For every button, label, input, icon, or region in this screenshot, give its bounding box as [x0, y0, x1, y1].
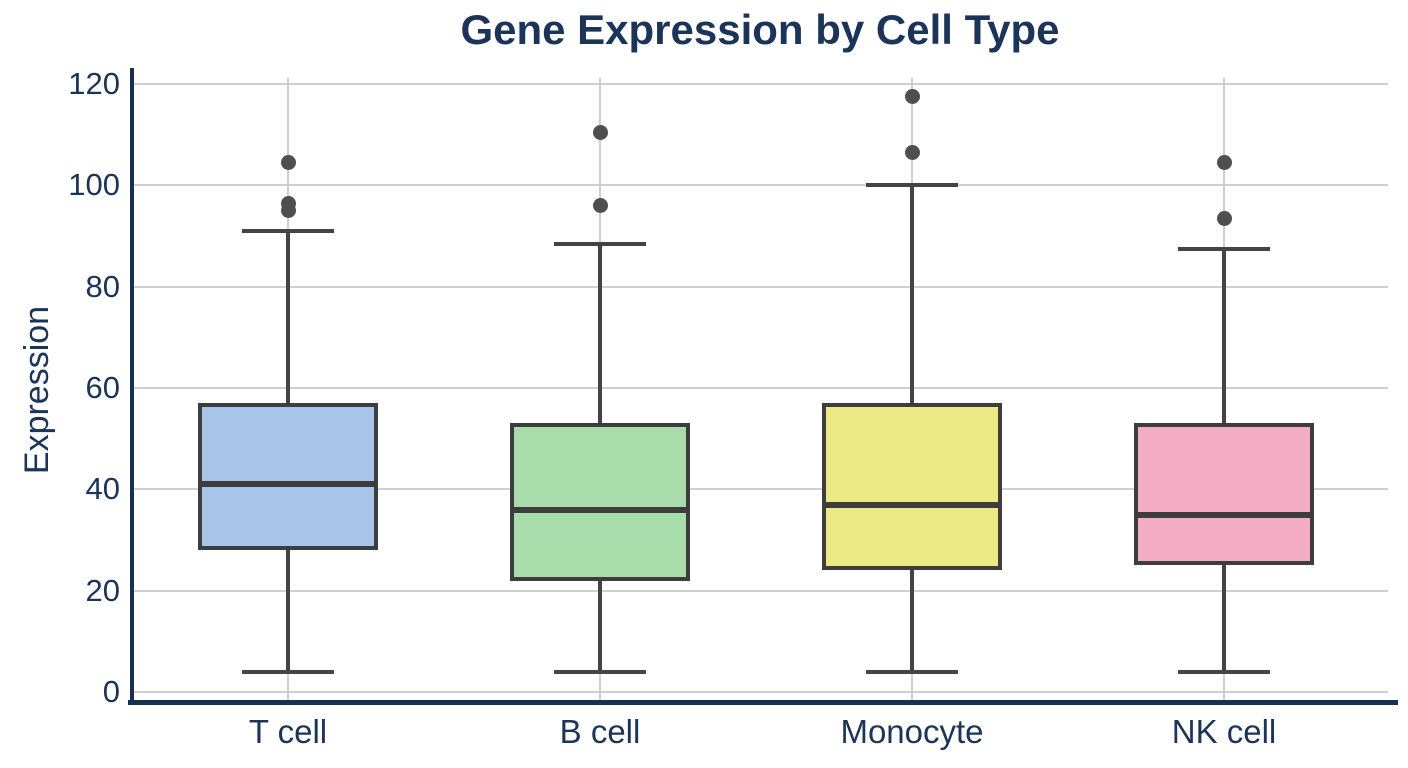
median-line [510, 506, 690, 513]
y-tick-label: 60 [85, 369, 120, 405]
x-tick-label: B cell [559, 713, 641, 750]
box-b-cell [510, 423, 690, 581]
outlier-dot [904, 89, 920, 105]
outlier-dot [1216, 210, 1232, 226]
lower-whisker-cap [554, 669, 646, 674]
lower-whisker-line [286, 550, 290, 672]
outlier-dot [904, 144, 920, 160]
h-gridline [132, 488, 1388, 491]
y-tick-label: 40 [85, 471, 120, 507]
lower-whisker-cap [1178, 669, 1270, 674]
box-nk-cell [1134, 423, 1314, 566]
h-gridline [132, 184, 1388, 187]
upper-whisker-line [910, 185, 914, 404]
upper-whisker-cap [554, 241, 646, 246]
upper-whisker-line [286, 230, 290, 404]
outlier-dot [592, 124, 608, 140]
outlier-dot [280, 195, 296, 211]
h-gridline [132, 691, 1388, 693]
box-monocyte [822, 403, 1002, 571]
upper-whisker-cap [866, 183, 958, 188]
y-tick-label: 100 [68, 167, 120, 203]
h-gridline [132, 285, 1388, 288]
lower-whisker-line [598, 580, 602, 672]
h-gridline [132, 82, 1388, 85]
outlier-dot [592, 198, 608, 214]
lower-whisker-line [1222, 565, 1226, 672]
lower-whisker-cap [242, 669, 334, 674]
chart-title: Gene Expression by Cell Type [460, 6, 1060, 53]
x-axis-spine [128, 700, 1398, 705]
upper-whisker-line [598, 243, 602, 424]
median-line [198, 481, 378, 488]
y-axis-spine [130, 68, 134, 705]
outlier-dot [1216, 154, 1232, 170]
outlier-dot [280, 154, 296, 170]
y-tick-label: 120 [68, 65, 120, 101]
h-gridline [132, 386, 1388, 389]
upper-whisker-cap [1178, 246, 1270, 251]
box-t-cell [198, 403, 378, 551]
lower-whisker-cap [866, 669, 958, 674]
y-tick-label: 20 [85, 572, 120, 608]
upper-whisker-line [1222, 248, 1226, 424]
x-tick-label: Monocyte [840, 713, 984, 750]
lower-whisker-line [910, 570, 914, 672]
median-line [822, 501, 1002, 508]
median-line [1134, 511, 1314, 518]
x-tick-label: T cell [248, 713, 328, 750]
upper-whisker-cap [242, 228, 334, 233]
x-tick-label: NK cell [1171, 713, 1277, 750]
y-tick-label: 80 [85, 268, 120, 304]
y-tick-label: 0 [102, 674, 120, 709]
h-gridline [132, 589, 1388, 592]
